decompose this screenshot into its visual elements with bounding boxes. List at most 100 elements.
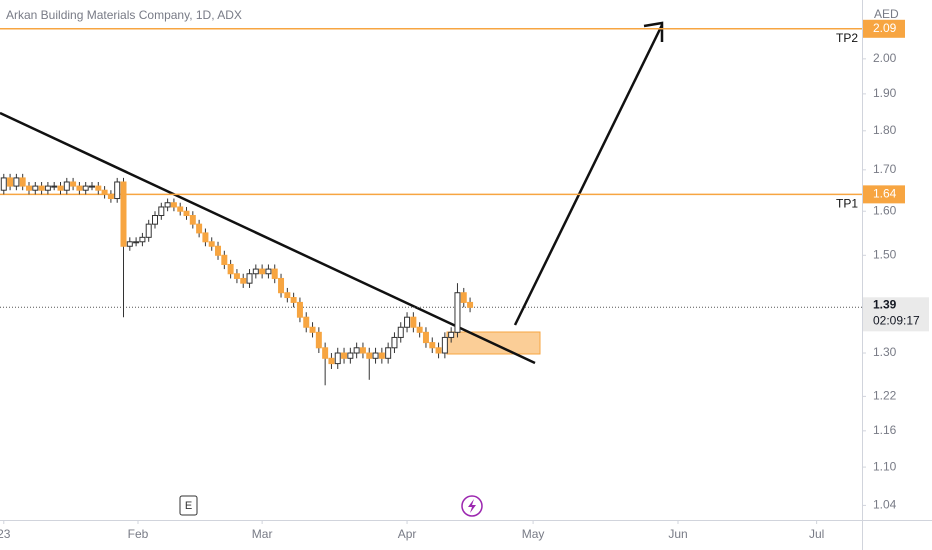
- candle-body: [139, 236, 146, 243]
- candle-body: [13, 177, 20, 187]
- y-tick-label: 1.30: [873, 345, 897, 359]
- level-badge-label: 1.64: [873, 187, 897, 201]
- candle-body: [290, 297, 297, 303]
- x-tick-label: Apr: [398, 527, 417, 541]
- candle-body: [303, 316, 310, 328]
- trend-line: [0, 111, 536, 365]
- candle-body: [271, 268, 278, 279]
- candle-body: [416, 326, 423, 333]
- candle-body: [334, 352, 341, 365]
- candle-body: [114, 181, 121, 200]
- candle-body: [158, 206, 165, 217]
- candle-body: [309, 326, 316, 333]
- candle-body: [353, 347, 360, 354]
- candle-body: [76, 185, 83, 191]
- candle-body: [341, 352, 348, 359]
- level-name: TP1: [836, 197, 858, 211]
- candle-body: [454, 292, 461, 333]
- arrow-head: [643, 21, 664, 42]
- event-icon[interactable]: [179, 495, 198, 516]
- candle-body: [107, 193, 114, 200]
- candle-body: [32, 185, 39, 191]
- candle-body: [221, 254, 228, 265]
- candle-body: [246, 273, 253, 284]
- candle-body: [397, 326, 404, 338]
- countdown: 02:09:17: [873, 313, 920, 327]
- candle-body: [460, 292, 467, 303]
- candle-body: [372, 352, 379, 359]
- candle-body: [51, 185, 58, 188]
- candle-body: [441, 336, 448, 354]
- candle-body: [252, 268, 259, 275]
- dividend-glyph: [468, 499, 476, 513]
- y-tick-label: 1.90: [873, 86, 897, 100]
- candle-body: [410, 316, 417, 328]
- candle-body: [422, 331, 429, 344]
- candle-body: [126, 241, 133, 247]
- level-badge: [863, 185, 905, 204]
- candle-body: [435, 347, 442, 354]
- candle-body: [328, 357, 335, 365]
- candle-body: [196, 223, 203, 234]
- candle-body: [152, 215, 159, 225]
- candle-body: [429, 342, 436, 349]
- level-name: TP2: [836, 31, 858, 45]
- x-tick-label: Feb: [128, 527, 149, 541]
- candle-body: [265, 268, 272, 275]
- y-tick-label: 1.70: [873, 162, 897, 176]
- projection-arrow: [513, 24, 664, 326]
- y-tick-label: 1.10: [873, 459, 897, 473]
- candle-body: [347, 352, 354, 359]
- candle-body: [467, 301, 474, 308]
- x-tick-label: Jun: [668, 527, 687, 541]
- candle-body: [57, 185, 64, 191]
- candle-body: [170, 202, 177, 208]
- candle-body: [366, 352, 373, 359]
- candle-body: [70, 181, 77, 187]
- candle-body: [164, 202, 171, 208]
- candle-body: [120, 181, 127, 247]
- y-tick-label: 1.22: [873, 389, 897, 403]
- x-tick-label: Jul: [809, 527, 824, 541]
- candle-body: [95, 185, 102, 191]
- candle-body: [227, 263, 234, 275]
- candle-body: [359, 347, 366, 354]
- candle-body: [88, 185, 95, 188]
- candle-body: [44, 185, 51, 191]
- y-tick-label: 1.50: [873, 247, 897, 261]
- y-tick-label: 2.00: [873, 51, 897, 65]
- candle-body: [322, 347, 329, 359]
- candle-body: [145, 223, 152, 238]
- candle-body: [0, 177, 7, 191]
- candle-body: [202, 232, 209, 243]
- level-badge-label: 2.09: [873, 21, 897, 35]
- candle-body: [404, 316, 411, 328]
- candle-body: [82, 185, 89, 191]
- candle-body: [38, 185, 45, 191]
- candle-body: [183, 210, 190, 217]
- candle-body: [448, 331, 455, 338]
- candle-body: [7, 177, 14, 187]
- y-tick-label: 1.16: [873, 423, 897, 437]
- y-tick-label: 1.60: [873, 203, 897, 217]
- candle-body: [215, 245, 222, 256]
- candle-body: [296, 301, 303, 318]
- candle-body: [177, 206, 184, 212]
- last-price-badge: [863, 297, 929, 332]
- x-tick-label: May: [522, 527, 545, 541]
- candle-body: [391, 336, 398, 349]
- candle-body: [259, 268, 266, 275]
- candle-body: [19, 177, 26, 187]
- y-tick-label: 1.80: [873, 123, 897, 137]
- x-tick-label: 23: [0, 527, 11, 541]
- candle-body: [208, 241, 215, 247]
- last-price-label: 1.39: [873, 297, 897, 311]
- y-tick-label: 1.04: [873, 498, 897, 512]
- currency: AED: [874, 7, 899, 21]
- candle-body: [233, 273, 240, 279]
- x-tick-label: Mar: [252, 527, 273, 541]
- candle-body: [378, 352, 385, 359]
- candle-body: [278, 277, 285, 294]
